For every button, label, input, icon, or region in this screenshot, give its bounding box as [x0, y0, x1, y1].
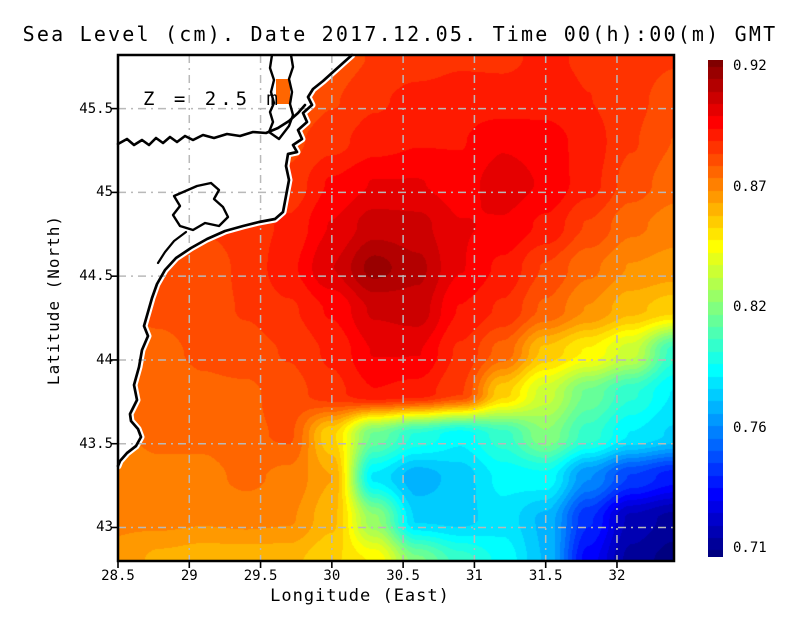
x-tick-label: 32	[608, 568, 626, 584]
y-tick-label: 44.5	[79, 268, 113, 285]
liman-water-patch	[276, 79, 290, 104]
colorbar-tick-label: 0.76	[733, 419, 767, 436]
danube-river-line	[116, 103, 307, 147]
colorbar-tick-label: 0.87	[733, 178, 767, 195]
x-tick-label: 30.5	[386, 568, 420, 584]
depth-annotation: Z = 2.5 m	[143, 88, 282, 110]
coastline	[116, 53, 354, 468]
axis-ticks	[111, 107, 618, 568]
y-tick-label: 44	[96, 351, 113, 368]
x-tick-label: 29.5	[243, 568, 278, 584]
x-tick-label: 29	[180, 568, 198, 584]
x-tick-label: 30	[323, 568, 341, 584]
y-tick-label: 45	[96, 184, 113, 201]
y-axis-label: Latitude (North)	[44, 214, 63, 386]
land-mass	[114, 51, 356, 470]
x-tick-label: 31.5	[528, 568, 563, 584]
colorbar	[708, 60, 723, 557]
plot-frame	[116, 53, 676, 563]
colorbar-tick-label: 0.71	[733, 540, 767, 556]
x-tick-label: 31	[465, 568, 483, 584]
y-tick-label: 43.5	[79, 435, 113, 452]
y-tick-label: 45.5	[79, 100, 113, 117]
gridlines	[118, 55, 674, 561]
y-tick-label: 43	[96, 519, 113, 536]
page-title: Sea Level (cm). Date 2017.12.05. Time 00…	[22, 22, 778, 46]
lagoon-outline	[171, 181, 230, 232]
x-axis-label: Longitude (East)	[270, 586, 450, 606]
liman-west-shore	[267, 54, 295, 141]
colorbar-tick-label: 0.82	[733, 299, 767, 315]
coastal-spit-line	[156, 230, 188, 265]
x-tick-label: 28.5	[101, 568, 135, 584]
colorbar-tick-label: 0.92	[733, 58, 767, 74]
